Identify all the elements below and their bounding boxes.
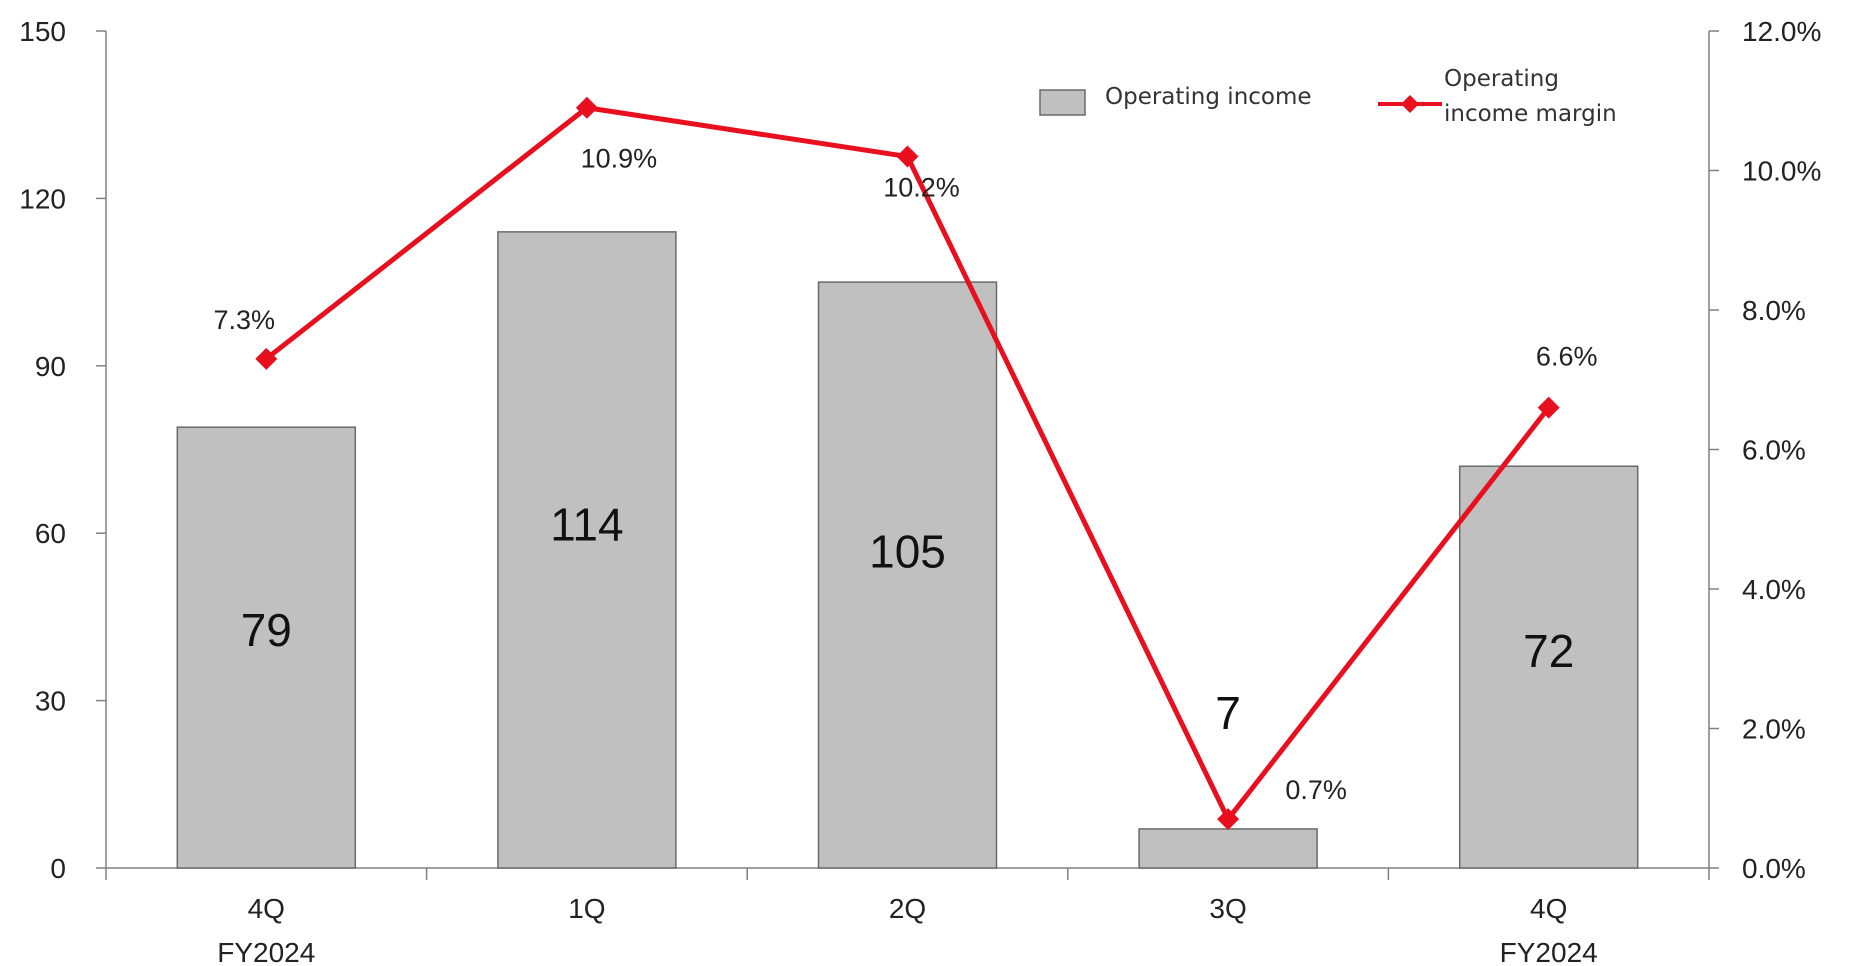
axes: 0 30 60 90 120 150 0.0% 2.0% 4.0% 6.0% 8.0% 10.0% 12…: [19, 16, 1821, 966]
legend-swatch-operating-income: [1039, 89, 1086, 116]
margin-value-label: 10.9%: [581, 144, 658, 174]
legend-diamond-marker: [1401, 95, 1419, 113]
bar-operating-income: [1458, 465, 1639, 869]
y-right-tick-label: 8.0%: [1742, 295, 1806, 326]
bar-value-label: 105: [869, 526, 946, 578]
legend-label-operating-income: Operating income: [1105, 84, 1312, 110]
margin-value-label: 10.2%: [883, 173, 960, 203]
bar-operating-income: [497, 231, 677, 869]
bar-operating-income: [817, 281, 998, 869]
x-category-label: 4Q: [1530, 893, 1567, 924]
legend-label-margin-line2: income margin: [1444, 101, 1617, 127]
bar-operating-income: [176, 426, 357, 869]
y-right-tick-label: 2.0%: [1742, 714, 1806, 745]
margin-diamond-marker: [575, 96, 598, 119]
bar-operating-income: [1138, 828, 1318, 869]
bar-value-label: 114: [550, 498, 623, 550]
margin-value-label: 0.7%: [1285, 775, 1347, 805]
legend-label-margin-line1: Operating: [1444, 66, 1559, 92]
y-left-tick-label: 0: [50, 853, 66, 884]
y-right-tick-label: 0.0%: [1742, 853, 1806, 884]
bar-value-label: 7: [1215, 687, 1241, 739]
y-left-tick-label: 90: [35, 351, 66, 382]
bars-group: [176, 231, 1639, 869]
y-left-tick-label: 120: [19, 183, 66, 214]
margin-diamond-marker: [255, 347, 278, 370]
margin-value-label: 6.6%: [1536, 342, 1598, 372]
y-right-tick-label: 6.0%: [1742, 435, 1806, 466]
margin-value-label: 7.3%: [214, 305, 276, 335]
bar-value-label: 72: [1523, 625, 1574, 677]
data-labels-group: 79 114 105 7 72 7.3% 10.9% 10.2% 0.7% 6.6%: [214, 144, 1598, 805]
y-right-tick-label: 12.0%: [1742, 16, 1821, 47]
margin-diamond-marker: [896, 145, 919, 168]
x-category-label: 4Q: [248, 893, 285, 924]
margin-diamond-marker: [1217, 808, 1240, 831]
y-left-tick-label: 150: [19, 16, 66, 47]
x-category-label: 1Q: [568, 893, 605, 924]
x-category-label: 2Q: [889, 893, 926, 924]
legend: Operating income Operating income margin: [1039, 66, 1617, 127]
bar-value-label: 79: [241, 604, 292, 656]
y-right-tick-label: 10.0%: [1742, 156, 1821, 187]
margin-line-group: [255, 96, 1560, 831]
x-category-label: FY2024: [217, 937, 315, 966]
x-category-label: 3Q: [1209, 893, 1246, 924]
y-right-tick-label: 4.0%: [1742, 574, 1806, 605]
y-left-tick-label: 60: [35, 518, 66, 549]
margin-diamond-marker: [1537, 396, 1560, 419]
y-left-tick-label: 30: [35, 686, 66, 717]
x-category-label: FY2024: [1500, 937, 1598, 966]
